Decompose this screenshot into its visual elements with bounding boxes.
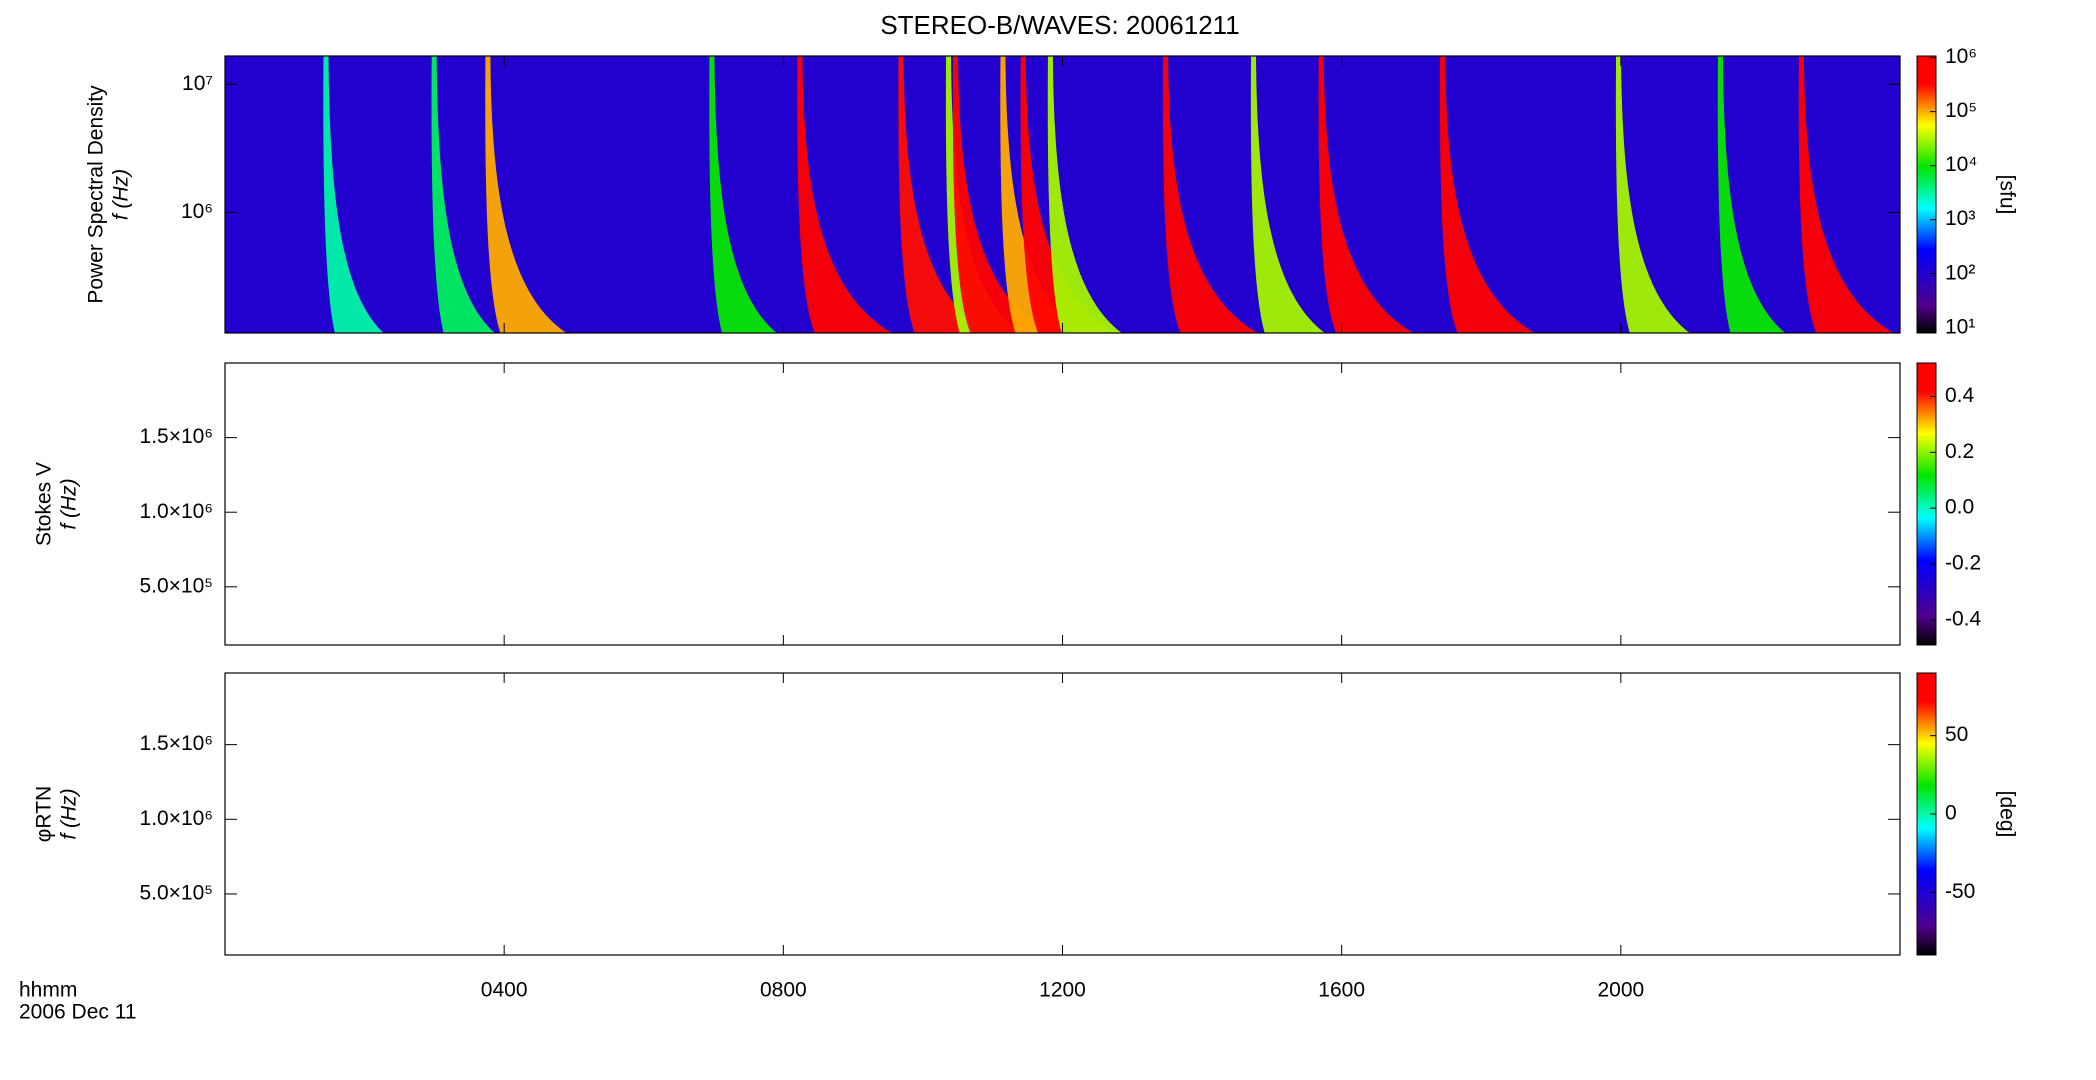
plot-frame: [224, 672, 1901, 956]
colorbar-tick-label: -50: [1945, 880, 1975, 903]
y-axis-label: Power Spectral Density: [85, 85, 108, 304]
radio-burst: [1798, 56, 1894, 333]
y-axis-label: f (Hz): [110, 169, 133, 220]
y-axis-label: f (Hz): [58, 478, 81, 529]
colorbar-tick-label: 50: [1945, 723, 1968, 746]
y-tick-label: 1.5×10⁶: [140, 732, 213, 755]
radio-burst: [898, 56, 987, 333]
x-tick-label: 1200: [1039, 979, 1086, 1002]
radio-burst: [797, 56, 892, 333]
x-axis-label: hhmm: [19, 979, 77, 1002]
radio-burst: [1439, 56, 1535, 333]
colorbar-tick-label: -0.4: [1945, 607, 1982, 630]
y-tick-label: 10⁶: [181, 200, 213, 223]
radio-burst: [1000, 56, 1082, 333]
colorbar-tick-label: 0.2: [1945, 440, 1974, 463]
y-axis-label: Stokes V: [33, 462, 56, 546]
radio-burst: [952, 56, 1048, 333]
radio-burst: [1162, 56, 1258, 333]
y-tick-label: 1.0×10⁶: [140, 500, 213, 523]
radio-burst: [1047, 56, 1122, 333]
radio-burst: [1250, 56, 1325, 333]
colorbar-tick-label: 10³: [1945, 207, 1975, 230]
colorbar-tick-label: 0.4: [1945, 384, 1975, 407]
date-label: 2006 Dec 11: [19, 1001, 137, 1024]
y-tick-label: 5.0×10⁵: [139, 574, 213, 597]
colorbar: [1916, 362, 1937, 646]
colorbar-label: [sfu]: [1995, 175, 2018, 215]
radio-burst: [485, 56, 567, 333]
colorbar-tick-label: 0.0: [1945, 496, 1974, 519]
radio-burst: [431, 56, 495, 333]
y-axis-label: f (Hz): [58, 788, 81, 839]
colorbar-tick-label: -0.2: [1945, 552, 1981, 575]
colorbar: [1916, 55, 1937, 334]
colorbar-tick-label: 10¹: [1945, 315, 1975, 338]
radio-burst: [1318, 56, 1414, 333]
colorbar-tick-label: 10⁵: [1945, 99, 1977, 122]
x-tick-label: 2000: [1597, 979, 1644, 1002]
radio-burst: [1615, 56, 1690, 333]
x-tick-label: 0800: [760, 979, 807, 1002]
y-axis-label: φRTN: [33, 786, 56, 842]
bursts: [323, 56, 1894, 333]
colorbar-tick-label: 10⁴: [1945, 153, 1977, 176]
radio-burst: [709, 56, 777, 333]
y-tick-label: 1.0×10⁶: [140, 807, 213, 830]
colorbar-label: [deg]: [1995, 791, 2018, 838]
x-tick-label: 0400: [481, 979, 528, 1002]
radio-burst: [1020, 56, 1116, 333]
y-tick-label: 1.5×10⁶: [140, 425, 213, 448]
radio-burst: [1717, 56, 1786, 333]
radio-burst: [323, 56, 384, 333]
x-tick-label: 1600: [1318, 979, 1365, 1002]
colorbar-tick-label: 10⁶: [1945, 45, 1977, 68]
chart-title: STEREO-B/WAVES: 20061211: [880, 10, 1239, 40]
plot-frame: [224, 362, 1901, 646]
y-tick-label: 10⁷: [182, 72, 213, 95]
colorbar-tick-label: 10²: [1945, 261, 1975, 284]
y-tick-label: 5.0×10⁵: [139, 881, 213, 904]
colorbar-tick-label: 0: [1945, 802, 1957, 825]
